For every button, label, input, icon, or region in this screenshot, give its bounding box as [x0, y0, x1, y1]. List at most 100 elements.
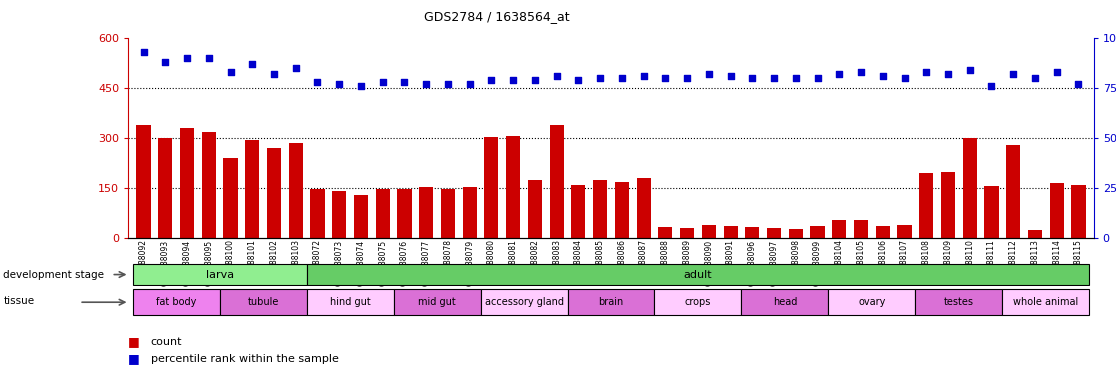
- Point: [743, 75, 761, 81]
- Bar: [767, 228, 781, 238]
- Point: [982, 83, 1000, 89]
- Point: [591, 75, 609, 81]
- Point: [613, 75, 631, 81]
- Bar: [267, 148, 281, 238]
- Point: [526, 77, 543, 83]
- Bar: [568, 290, 654, 315]
- Bar: [897, 225, 912, 238]
- Point: [787, 75, 805, 81]
- Bar: [549, 125, 564, 238]
- Text: percentile rank within the sample: percentile rank within the sample: [151, 354, 338, 364]
- Point: [569, 77, 587, 83]
- Bar: [307, 290, 394, 315]
- Bar: [1007, 145, 1020, 238]
- Bar: [828, 290, 915, 315]
- Point: [482, 77, 500, 83]
- Bar: [915, 290, 1002, 315]
- Bar: [1002, 290, 1089, 315]
- Point: [766, 75, 783, 81]
- Point: [200, 55, 218, 61]
- Bar: [741, 290, 828, 315]
- Text: count: count: [151, 337, 182, 347]
- Bar: [354, 195, 368, 238]
- Bar: [223, 158, 238, 238]
- Point: [939, 71, 956, 78]
- Bar: [463, 187, 477, 238]
- Text: head: head: [772, 297, 797, 308]
- Point: [266, 71, 283, 78]
- Bar: [202, 132, 215, 238]
- Point: [308, 79, 326, 85]
- Bar: [920, 173, 933, 238]
- Text: mid gut: mid gut: [418, 297, 456, 308]
- Bar: [310, 189, 325, 238]
- Point: [374, 79, 392, 85]
- Text: crops: crops: [685, 297, 711, 308]
- Text: development stage: development stage: [3, 270, 105, 280]
- Bar: [941, 172, 955, 238]
- Bar: [702, 225, 716, 238]
- Point: [156, 59, 174, 65]
- Bar: [745, 227, 759, 238]
- Text: whole animal: whole animal: [1013, 297, 1078, 308]
- Point: [1069, 81, 1087, 88]
- Bar: [789, 229, 802, 238]
- Bar: [307, 264, 1089, 285]
- Point: [679, 75, 696, 81]
- Bar: [654, 290, 741, 315]
- Bar: [220, 290, 307, 315]
- Bar: [984, 187, 999, 238]
- Bar: [680, 228, 694, 238]
- Point: [1004, 71, 1022, 78]
- Point: [352, 83, 369, 89]
- Point: [874, 73, 892, 79]
- Point: [656, 75, 674, 81]
- Text: tissue: tissue: [3, 296, 35, 306]
- Bar: [876, 227, 889, 238]
- Point: [330, 81, 348, 88]
- Point: [917, 69, 935, 75]
- Bar: [658, 227, 673, 238]
- Text: ovary: ovary: [858, 297, 886, 308]
- Bar: [397, 189, 412, 238]
- Bar: [420, 187, 433, 238]
- Point: [961, 67, 979, 73]
- Bar: [963, 138, 976, 238]
- Text: brain: brain: [598, 297, 624, 308]
- Text: ■: ■: [128, 353, 141, 366]
- Bar: [1071, 185, 1086, 238]
- Point: [896, 75, 914, 81]
- Point: [722, 73, 740, 79]
- Bar: [133, 264, 307, 285]
- Bar: [246, 140, 259, 238]
- Bar: [1028, 230, 1042, 238]
- Point: [830, 71, 848, 78]
- Bar: [289, 143, 302, 238]
- Point: [395, 79, 413, 85]
- Bar: [484, 137, 499, 238]
- Point: [1048, 69, 1066, 75]
- Bar: [593, 180, 607, 238]
- Point: [1026, 75, 1043, 81]
- Point: [548, 73, 566, 79]
- Point: [179, 55, 196, 61]
- Text: fat body: fat body: [156, 297, 196, 308]
- Text: tubule: tubule: [248, 297, 279, 308]
- Bar: [1050, 183, 1064, 238]
- Bar: [180, 128, 194, 238]
- Point: [809, 75, 827, 81]
- Bar: [571, 185, 586, 238]
- Bar: [136, 125, 151, 238]
- Point: [222, 69, 240, 75]
- Point: [135, 49, 153, 55]
- Bar: [833, 220, 846, 238]
- Bar: [333, 191, 346, 238]
- Point: [504, 77, 522, 83]
- Bar: [636, 178, 651, 238]
- Text: hind gut: hind gut: [329, 297, 371, 308]
- Point: [439, 81, 456, 88]
- Text: testes: testes: [944, 297, 974, 308]
- Point: [287, 65, 305, 71]
- Bar: [133, 290, 220, 315]
- Point: [243, 61, 261, 68]
